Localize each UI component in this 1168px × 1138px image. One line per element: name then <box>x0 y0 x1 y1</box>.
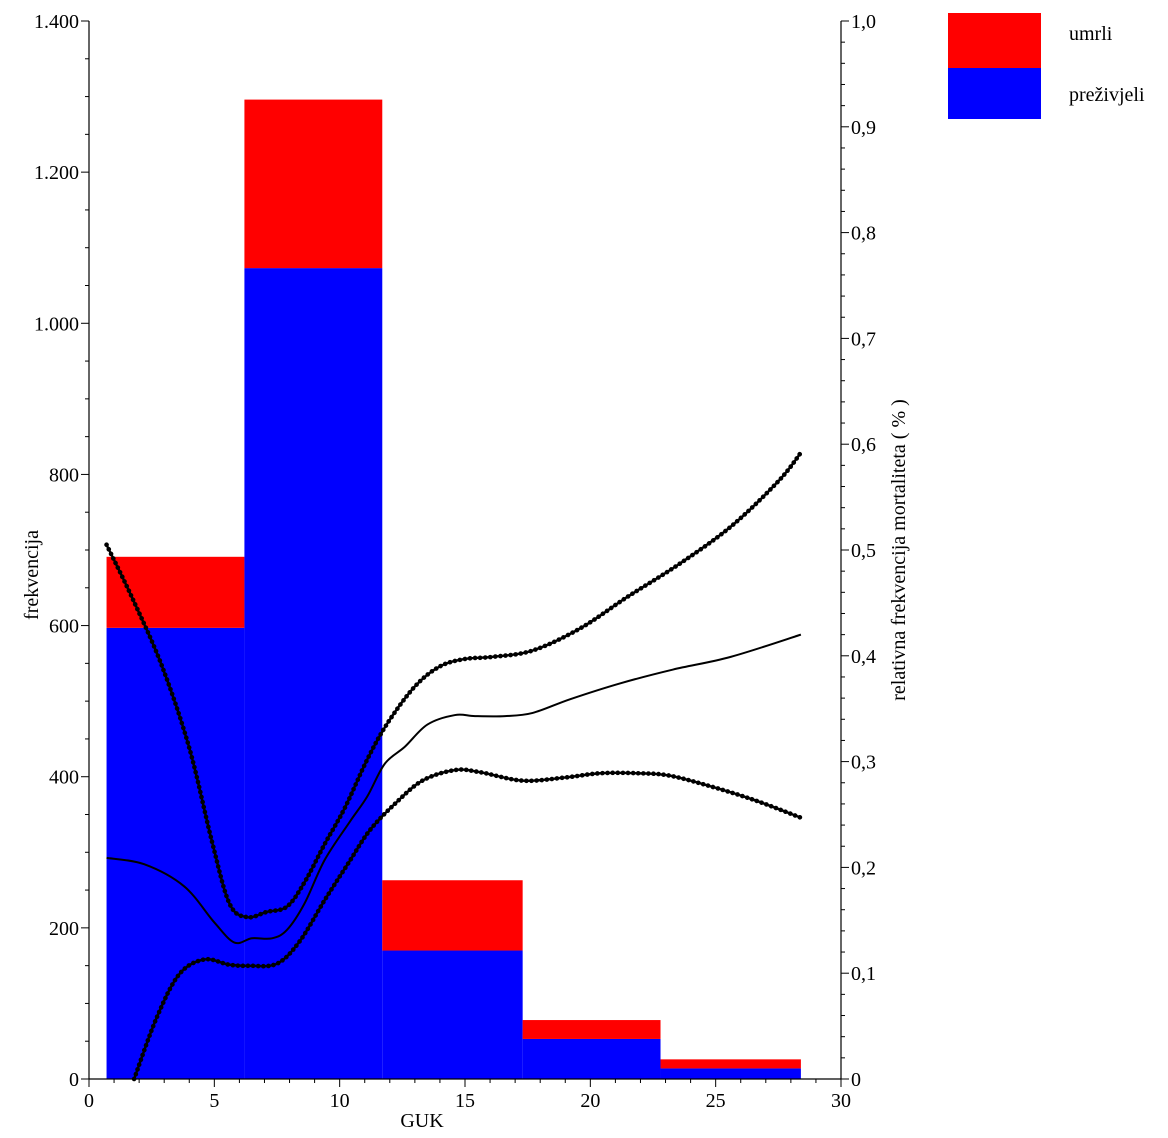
y-left-axis-title: frekvencija <box>21 530 43 620</box>
x-tick-label: 15 <box>455 1090 475 1112</box>
x-axis-title: GUK <box>400 1110 444 1132</box>
bar-prezivjeli-3 <box>522 1038 661 1079</box>
lines-layer <box>104 450 804 1082</box>
x-tick-label: 0 <box>84 1090 94 1112</box>
legend-swatch-umrli <box>948 13 1041 68</box>
y-right-tick-label: 0,2 <box>851 857 876 879</box>
y-right-tick-label: 0,9 <box>851 117 876 139</box>
y-right-tick-label: 0,7 <box>851 328 876 350</box>
y-right-tick-label: 0,1 <box>851 963 876 985</box>
bar-umrli-1 <box>244 99 383 269</box>
legend-label-umrli: umrli <box>1069 23 1113 45</box>
axes-layer: 0 5 10 15 20 25 3002004006008001.0001.2001.400… <box>21 11 910 1132</box>
y-left-tick-label: 600 <box>49 616 79 638</box>
y-left-tick-label: 1.400 <box>34 11 79 33</box>
curve-upper-bound-dots <box>104 450 804 920</box>
y-right-tick-label: 0 <box>851 1069 861 1091</box>
y-left-tick-label: 800 <box>49 464 79 486</box>
bar-prezivjeli-0 <box>106 627 245 1079</box>
y-left-tick-label: 1.000 <box>34 313 79 335</box>
x-tick-label: 20 <box>580 1090 600 1112</box>
y-left-tick-label: 1.200 <box>34 162 79 184</box>
y-right-tick-label: 0,6 <box>851 434 876 456</box>
bar-prezivjeli-1 <box>244 268 383 1080</box>
y-right-tick-label: 0,8 <box>851 223 876 245</box>
x-tick-label: 5 <box>209 1090 219 1112</box>
y-right-tick-label: 1,0 <box>851 11 876 33</box>
curve-lower-bound-dots <box>131 767 804 1082</box>
y-right-tick-label: 0,5 <box>851 540 876 562</box>
bar-umrli-3 <box>522 1020 661 1039</box>
y-right-axis-title: relativna frekvencija mortaliteta ( % ) <box>888 399 910 701</box>
y-right-tick-label: 0,4 <box>851 646 876 668</box>
legend: umrli preživjeli <box>948 13 1145 119</box>
bar-prezivjeli-4 <box>660 1068 801 1079</box>
bar-umrli-0 <box>106 556 245 628</box>
bar-umrli-4 <box>660 1059 801 1069</box>
bar-prezivjeli-2 <box>382 950 523 1079</box>
x-tick-label: 30 <box>831 1090 851 1112</box>
legend-label-prezivjeli: preživjeli <box>1069 84 1145 106</box>
y-right-tick-label: 0,3 <box>851 752 876 774</box>
legend-swatch-prezivjeli <box>948 68 1041 119</box>
bar-umrli-2 <box>382 880 523 951</box>
y-left-tick-label: 200 <box>49 918 79 940</box>
x-tick-label: 25 <box>706 1090 726 1112</box>
bars-layer <box>106 99 801 1080</box>
x-tick-label: 10 <box>330 1090 350 1112</box>
curve-estimate <box>106 633 802 945</box>
y-left-tick-label: 0 <box>69 1069 79 1091</box>
y-left-tick-label: 400 <box>49 767 79 789</box>
